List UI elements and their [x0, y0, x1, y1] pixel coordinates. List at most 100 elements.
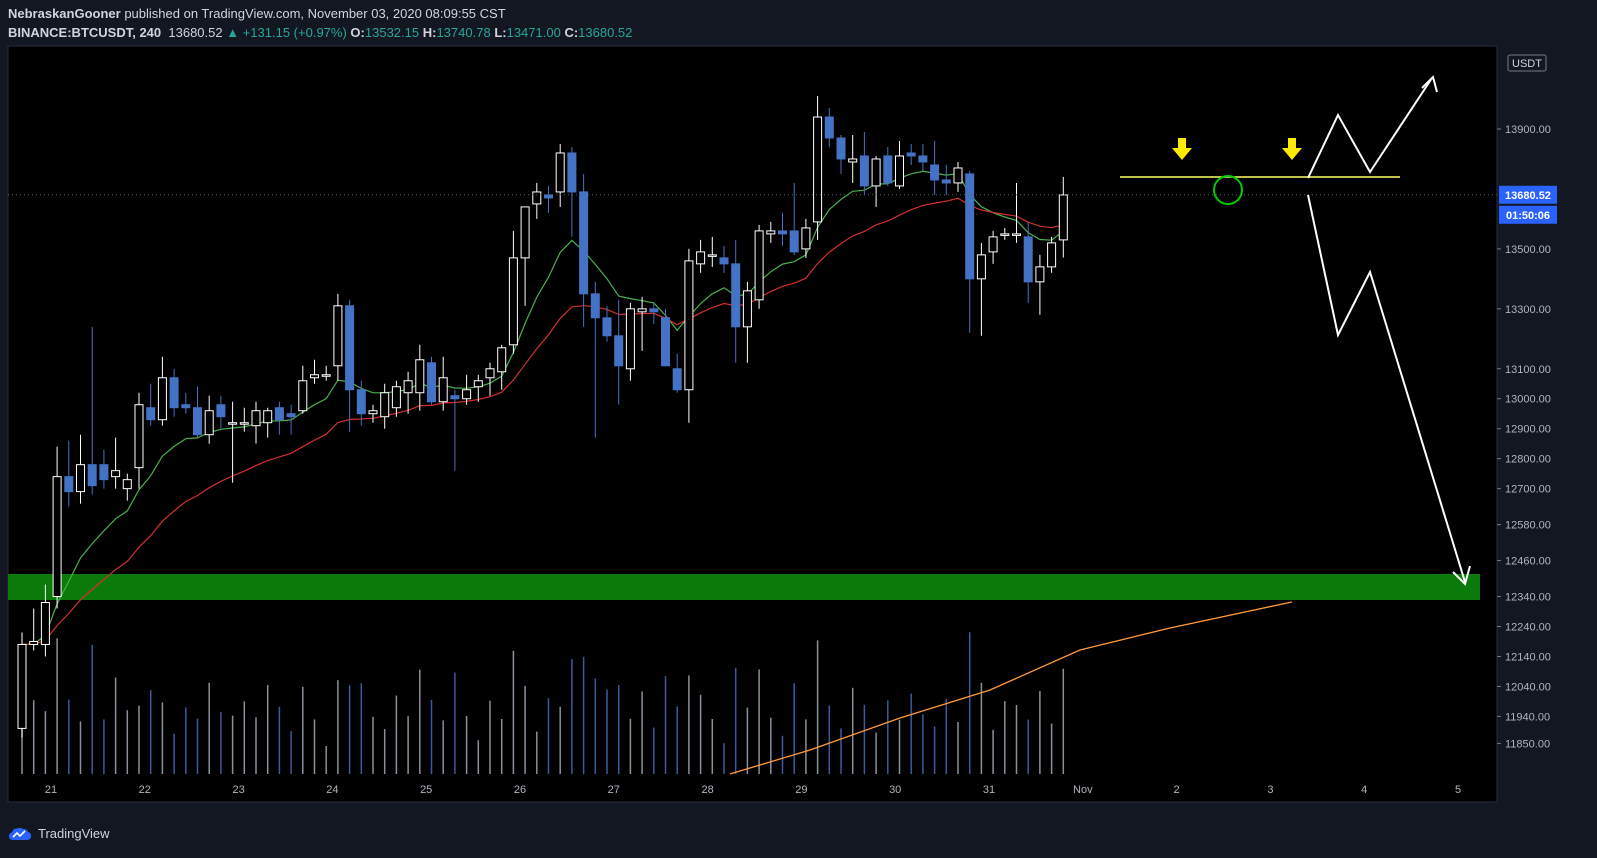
candle-body [40, 602, 50, 645]
candle-body [286, 413, 296, 418]
candle-body [438, 377, 448, 403]
tradingview-logo[interactable]: TradingView [8, 826, 110, 841]
time-tick-label: 22 [139, 784, 151, 796]
candle-body [859, 155, 869, 187]
time-tick-label: 30 [889, 784, 901, 796]
candle-body [274, 407, 284, 421]
bar-countdown: 01:50:06 [1506, 210, 1550, 222]
candle-body [813, 116, 823, 223]
time-tick-label: 26 [514, 784, 526, 796]
candle-body [415, 359, 425, 394]
candle-body [193, 407, 202, 436]
candle-body [216, 404, 226, 418]
price-tick-label: 12240.00 [1505, 622, 1551, 634]
candle-body [637, 308, 647, 313]
ema-slow-line [21, 197, 1064, 646]
candle-body [719, 257, 729, 265]
time-tick-label: 23 [232, 784, 244, 796]
candle-body [122, 479, 132, 490]
candle-body [87, 464, 97, 487]
bullish-arrowhead [1421, 75, 1438, 93]
candle-body [298, 380, 308, 412]
time-tick-label: 25 [420, 784, 432, 796]
time-tick-label: 5 [1455, 784, 1461, 796]
candle-body [473, 380, 483, 388]
candle-body [895, 155, 904, 187]
candle-body [766, 230, 776, 235]
candle-body [625, 308, 635, 370]
support-zone [8, 574, 1480, 600]
candle-body [239, 422, 249, 425]
candle-body [1023, 236, 1033, 283]
price-tick-label: 12340.00 [1505, 592, 1551, 604]
candle-body [497, 347, 507, 373]
open-label: O: [350, 25, 365, 40]
candle-body [532, 191, 542, 205]
ohlc-legend: BINANCE:BTCUSDT, 240 13680.52 ▲ +131.15 … [8, 25, 632, 40]
candle-body [450, 395, 460, 400]
candle-body [731, 263, 741, 328]
candle-body [918, 155, 928, 163]
candle-body [1058, 194, 1068, 241]
price-tick-label: 12700.00 [1505, 484, 1551, 496]
volume-ma-line [729, 601, 1293, 775]
candle-body [157, 377, 167, 421]
low-label: L: [494, 25, 507, 40]
currency-label: USDT [1512, 58, 1542, 70]
candle-body [684, 260, 694, 391]
candle-body [672, 368, 682, 391]
candle-body [965, 173, 975, 280]
candle-body [988, 236, 998, 253]
candle-body [696, 251, 706, 265]
symbol-label[interactable]: BINANCE:BTCUSDT, 240 [8, 25, 162, 40]
price-chart[interactable]: 13900.00 13500.00 13300.00 13100.00 13000.00… [0, 0, 1597, 814]
price-tick-label: 13000.00 [1505, 394, 1551, 406]
candle-body [111, 470, 121, 478]
low-value: 13471.00 [506, 25, 561, 40]
candle-body [427, 362, 436, 403]
publish-info: NebraskanGooner published on TradingView… [8, 6, 506, 21]
price-tick-label: 12900.00 [1505, 424, 1551, 436]
candle-body [29, 640, 39, 645]
candle-body [1035, 266, 1045, 283]
open-value: 13532.15 [364, 25, 420, 40]
time-tick-label: 4 [1361, 784, 1367, 796]
candle-body [824, 116, 834, 139]
down-arrow-marker [1172, 138, 1192, 160]
price-tick-label: 12580.00 [1505, 520, 1551, 532]
candle-body [848, 158, 858, 163]
currency-badge [1507, 54, 1547, 72]
candle-body [883, 155, 893, 184]
candle-body [976, 254, 986, 280]
candle-body [801, 227, 811, 250]
brand-name: TradingView [38, 826, 110, 841]
chart-header: NebraskanGooner published on TradingView… [0, 0, 1597, 44]
price-change: ▲ +131.15 (+0.97%) [226, 25, 347, 40]
candle-body [462, 389, 472, 400]
price-tick-label: 11850.00 [1505, 738, 1550, 750]
candle-body [333, 305, 343, 367]
candle-body [520, 206, 530, 259]
price-tick-label: 12460.00 [1505, 556, 1551, 568]
time-tick-label: 3 [1267, 784, 1273, 796]
publisher-name[interactable]: NebraskanGooner [8, 6, 121, 21]
candle-body [836, 137, 846, 160]
candle-body [602, 317, 612, 337]
high-value: 13740.78 [436, 25, 491, 40]
time-tick-label: 28 [701, 784, 713, 796]
last-price-badge [1499, 185, 1557, 204]
bearish-projection-path [1307, 194, 1466, 583]
candle-body [204, 410, 214, 436]
bearish-arrowhead [1452, 565, 1471, 586]
candle-body [345, 305, 355, 391]
candle-body [134, 404, 144, 469]
time-tick-label: Nov [1073, 784, 1093, 796]
candle-body [356, 389, 366, 415]
candle-body [52, 476, 62, 598]
time-tick-label: 24 [326, 784, 338, 796]
candle-body [906, 152, 916, 157]
price-tick-label: 13500.00 [1505, 244, 1551, 256]
price-tick-label: 12800.00 [1505, 454, 1551, 466]
candle-body [1047, 242, 1057, 268]
price-tick-label: 13300.00 [1505, 304, 1551, 316]
